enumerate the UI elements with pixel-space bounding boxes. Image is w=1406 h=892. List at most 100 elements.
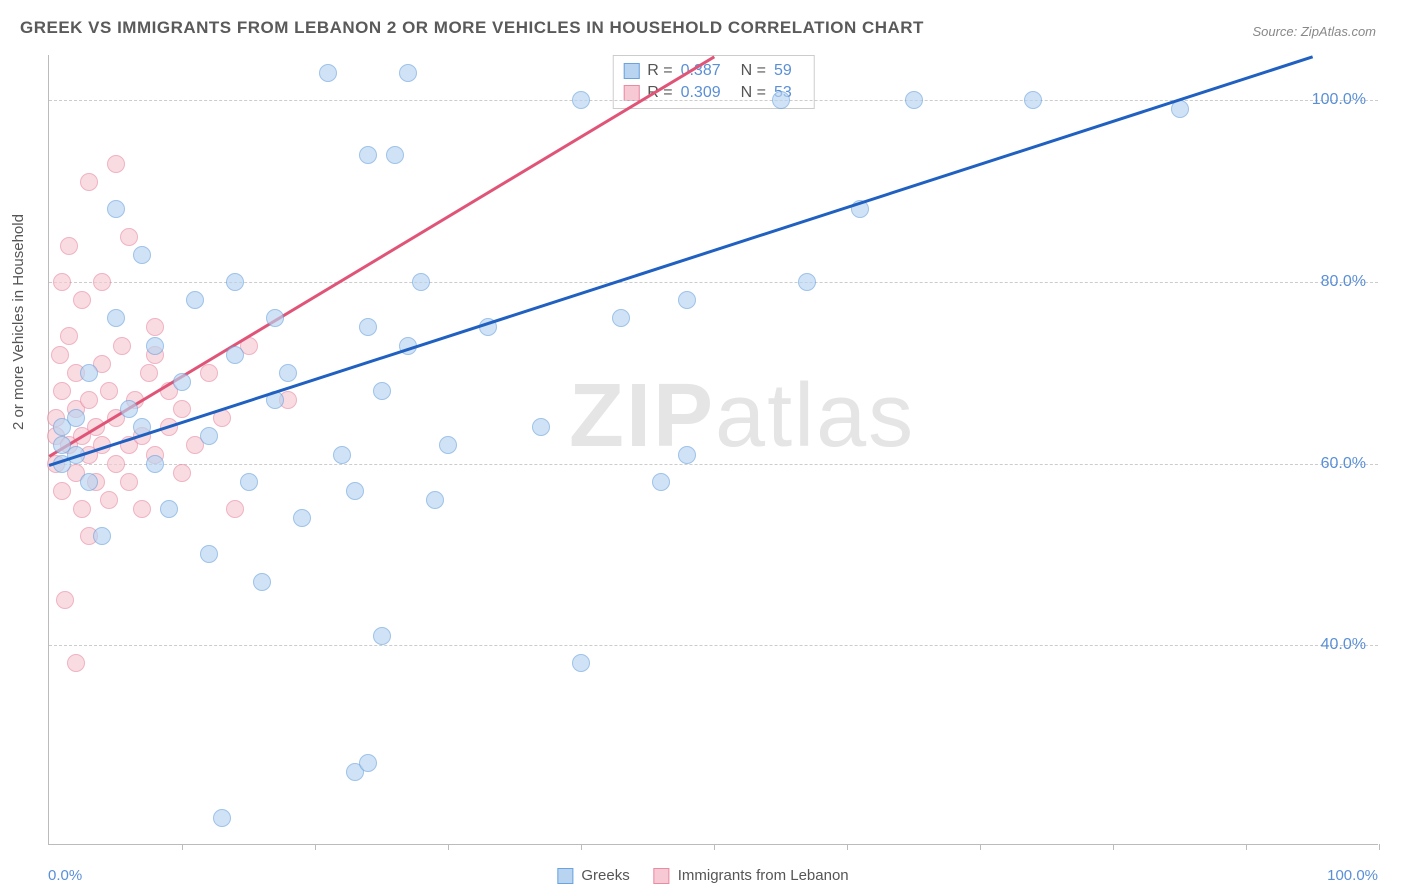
scatter-point [107, 200, 125, 218]
scatter-point [107, 155, 125, 173]
scatter-point [173, 400, 191, 418]
scatter-point [226, 346, 244, 364]
scatter-point [140, 364, 158, 382]
scatter-point [56, 591, 74, 609]
scatter-point [319, 64, 337, 82]
scatter-point [200, 545, 218, 563]
scatter-point [53, 382, 71, 400]
scatter-point [73, 291, 91, 309]
scatter-point [399, 64, 417, 82]
x-axis-min-label: 0.0% [48, 867, 82, 884]
scatter-point [905, 91, 923, 109]
scatter-point [572, 91, 590, 109]
gridline [49, 645, 1378, 646]
scatter-point [279, 364, 297, 382]
scatter-point [226, 500, 244, 518]
swatch-icon [557, 868, 573, 884]
scatter-point [80, 364, 98, 382]
scatter-point [253, 573, 271, 591]
scatter-point [80, 391, 98, 409]
legend-item-greeks: Greeks [557, 867, 629, 884]
scatter-point [100, 491, 118, 509]
scatter-point [359, 146, 377, 164]
scatter-point [133, 500, 151, 518]
swatch-icon [654, 868, 670, 884]
swatch-icon [623, 85, 639, 101]
x-tick [1246, 844, 1247, 850]
x-tick [980, 844, 981, 850]
scatter-point [60, 237, 78, 255]
scatter-point [678, 291, 696, 309]
y-tick-label: 40.0% [1321, 636, 1366, 654]
scatter-point [200, 364, 218, 382]
legend-item-lebanon: Immigrants from Lebanon [654, 867, 849, 884]
scatter-point [160, 500, 178, 518]
legend: Greeks Immigrants from Lebanon [557, 867, 848, 884]
y-tick-label: 60.0% [1321, 455, 1366, 473]
scatter-point [100, 382, 118, 400]
y-axis-label: 2 or more Vehicles in Household [10, 214, 27, 430]
chart-plot-area: ZIPatlas R = 0.387 N = 59 R = 0.309 N = … [48, 55, 1378, 845]
x-tick [182, 844, 183, 850]
gridline [49, 282, 1378, 283]
scatter-point [293, 509, 311, 527]
scatter-point [1171, 100, 1189, 118]
stat-label: N = [741, 62, 766, 80]
scatter-point [53, 273, 71, 291]
scatter-point [439, 436, 457, 454]
scatter-point [386, 146, 404, 164]
scatter-point [120, 228, 138, 246]
scatter-point [173, 373, 191, 391]
trend-line [49, 55, 1313, 466]
watermark: ZIPatlas [569, 365, 915, 468]
scatter-point [213, 809, 231, 827]
scatter-point [426, 491, 444, 509]
stat-label: N = [741, 84, 766, 102]
scatter-point [93, 273, 111, 291]
x-tick [448, 844, 449, 850]
scatter-point [60, 327, 78, 345]
x-tick [315, 844, 316, 850]
scatter-point [186, 291, 204, 309]
scatter-point [200, 427, 218, 445]
source-label: Source: ZipAtlas.com [1252, 24, 1376, 39]
x-tick [1379, 844, 1380, 850]
stat-r-value: 0.309 [681, 84, 721, 102]
scatter-point [612, 309, 630, 327]
scatter-point [333, 446, 351, 464]
stats-row-greeks: R = 0.387 N = 59 [623, 60, 804, 82]
x-tick [1113, 844, 1114, 850]
scatter-point [67, 409, 85, 427]
y-tick-label: 80.0% [1321, 273, 1366, 291]
scatter-point [373, 627, 391, 645]
scatter-point [113, 337, 131, 355]
scatter-point [107, 455, 125, 473]
scatter-point [133, 246, 151, 264]
scatter-point [772, 91, 790, 109]
scatter-point [798, 273, 816, 291]
scatter-point [1024, 91, 1042, 109]
scatter-point [67, 654, 85, 672]
x-tick [714, 844, 715, 850]
scatter-point [373, 382, 391, 400]
x-axis-max-label: 100.0% [1327, 867, 1378, 884]
scatter-point [652, 473, 670, 491]
scatter-point [266, 309, 284, 327]
scatter-point [93, 527, 111, 545]
gridline [49, 464, 1378, 465]
legend-label: Greeks [581, 867, 629, 884]
x-tick [581, 844, 582, 850]
stat-n-value: 59 [774, 62, 792, 80]
scatter-point [73, 500, 91, 518]
scatter-point [53, 482, 71, 500]
scatter-point [359, 754, 377, 772]
stat-label: R = [647, 62, 672, 80]
scatter-point [532, 418, 550, 436]
scatter-point [146, 455, 164, 473]
scatter-point [80, 473, 98, 491]
scatter-point [240, 473, 258, 491]
legend-label: Immigrants from Lebanon [678, 867, 849, 884]
x-tick [847, 844, 848, 850]
scatter-point [146, 337, 164, 355]
scatter-point [51, 346, 69, 364]
